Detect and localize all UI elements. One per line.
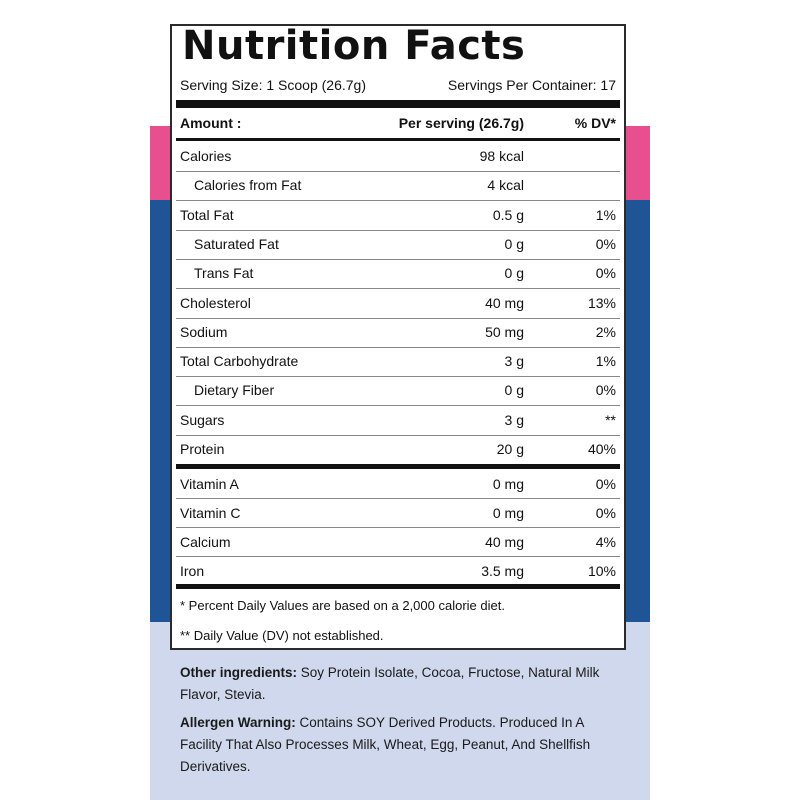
ingredients-label: Other ingredients: xyxy=(180,665,298,680)
nutrient-amount: 0.5 g xyxy=(492,206,524,223)
row-divider xyxy=(176,376,620,378)
nutrient-daily-value: 13% xyxy=(587,294,616,311)
nutrient-row: Saturated Fat 0 g 0% xyxy=(180,230,616,259)
nutrient-row: Cholesterol 40 mg 13% xyxy=(180,289,616,318)
nutrient-label: Cholesterol xyxy=(180,294,251,311)
light-blue-info-band xyxy=(150,622,650,800)
row-divider xyxy=(176,229,620,231)
nutrient-label: Sodium xyxy=(180,323,228,340)
nutrient-row: Total Fat 0.5 g 1% xyxy=(180,201,616,230)
nutrient-daily-value: 2% xyxy=(595,323,616,340)
nutrient-label: Vitamin A xyxy=(180,476,239,492)
nutrient-amount: 0 g xyxy=(504,235,524,252)
row-divider xyxy=(176,346,620,348)
row-divider xyxy=(176,556,620,557)
row-divider xyxy=(176,405,620,407)
dv-header: % DV* xyxy=(574,115,616,131)
nutrient-daily-value: 0% xyxy=(595,505,616,521)
nutrient-label: Total Carbohydrate xyxy=(180,353,299,370)
row-divider xyxy=(176,288,620,290)
footnote-dv-not-established: ** Daily Value (DV) not established. xyxy=(180,628,384,643)
nutrient-label: Total Fat xyxy=(180,206,234,223)
nutrient-amount: 40 mg xyxy=(485,534,524,550)
allergen-warning: Allergen Warning: Contains SOY Derived P… xyxy=(180,712,610,778)
nutrient-row: Vitamin C 0 mg 0% xyxy=(180,499,616,528)
nutrient-amount: 3.5 mg xyxy=(481,563,524,579)
nutrient-label: Vitamin C xyxy=(180,505,241,521)
vitamin-divider xyxy=(176,464,620,469)
other-ingredients: Other ingredients: Soy Protein Isolate, … xyxy=(180,662,610,706)
nutrient-amount: 50 mg xyxy=(485,323,524,340)
nutrition-facts-panel: Nutrition Facts Serving Size: 1 Scoop (2… xyxy=(170,23,626,650)
row-divider xyxy=(176,200,620,202)
nutrient-label: Sugars xyxy=(180,411,225,428)
label-title: Nutrition Facts xyxy=(182,23,526,69)
nutrient-label: Calcium xyxy=(180,534,231,550)
nutrient-daily-value: 4% xyxy=(595,534,616,550)
nutrient-label: Iron xyxy=(180,563,205,579)
nutrient-label: Calories from Fat xyxy=(194,177,302,194)
nutrient-daily-value: 0% xyxy=(595,265,616,282)
row-divider xyxy=(176,434,620,436)
nutrient-daily-value: 0% xyxy=(595,235,616,252)
nutrient-amount: 98 kcal xyxy=(479,148,524,164)
nutrient-amount: 4 kcal xyxy=(487,177,524,194)
nutrient-row: Trans Fat 0 g 0% xyxy=(180,259,616,288)
nutrient-row: Vitamin A 0 mg 0% xyxy=(180,470,616,499)
nutrient-amount: 0 mg xyxy=(492,476,524,492)
nutrient-daily-value: 40% xyxy=(587,441,616,457)
row-divider xyxy=(176,258,620,260)
thick-divider xyxy=(176,100,620,108)
ingredients-text: Soy Protein Isolate, Cocoa, Fructose, Na… xyxy=(180,665,600,702)
nutrient-row: Iron 3.5 mg 10% xyxy=(180,557,616,586)
servings-per-container: Servings Per Container: 17 xyxy=(447,77,616,93)
footnote-daily-values: * Percent Daily Values are based on a 2,… xyxy=(180,598,505,613)
nutrient-row: Total Carbohydrate 3 g 1% xyxy=(180,347,616,376)
nutrient-amount: 20 g xyxy=(496,441,524,457)
nutrient-row: Sodium 50 mg 2% xyxy=(180,318,616,347)
row-divider xyxy=(176,527,620,528)
nutrient-amount: 0 mg xyxy=(492,505,524,521)
nutrient-daily-value: 1% xyxy=(595,353,616,370)
nutrient-row: Sugars 3 g ** xyxy=(180,406,616,435)
nutrient-label: Dietary Fiber xyxy=(194,382,275,399)
row-divider xyxy=(176,171,620,172)
nutrient-row: Calories 98 kcal xyxy=(180,142,616,171)
nutrient-label: Trans Fat xyxy=(194,265,254,282)
nutrient-daily-value: 0% xyxy=(595,476,616,492)
nutrient-row: Calories from Fat 4 kcal xyxy=(180,171,616,200)
nutrient-daily-value: 10% xyxy=(587,563,616,579)
nutrient-daily-value: 1% xyxy=(595,206,616,223)
serving-size: Serving Size: 1 Scoop (26.7g) xyxy=(180,77,366,93)
header-divider xyxy=(176,138,620,141)
nutrient-row: Calcium 40 mg 4% xyxy=(180,528,616,557)
nutrient-label: Saturated Fat xyxy=(194,235,279,252)
nutrient-daily-value: ** xyxy=(605,411,616,428)
allergen-text: Contains SOY Derived Products. Produced … xyxy=(180,715,591,774)
header-row: Amount : Per serving (26.7g) % DV* xyxy=(180,109,616,138)
nutrient-row: Protein 20 g 40% xyxy=(180,435,616,464)
allergen-label: Allergen Warning: xyxy=(180,715,296,730)
amount-header: Amount : xyxy=(180,115,242,131)
nutrient-label: Calories xyxy=(180,148,232,164)
nutrient-daily-value: 0% xyxy=(595,382,616,399)
nutrient-amount: 3 g xyxy=(504,411,524,428)
nutrient-label: Protein xyxy=(180,441,225,457)
nutrient-amount: 40 mg xyxy=(485,294,524,311)
nutrient-amount: 3 g xyxy=(504,353,524,370)
per-serving-header: Per serving (26.7g) xyxy=(398,115,524,131)
nutrient-amount: 0 g xyxy=(504,265,524,282)
nutrient-amount: 0 g xyxy=(504,382,524,399)
nutrient-row: Dietary Fiber 0 g 0% xyxy=(180,376,616,405)
row-divider xyxy=(176,498,620,499)
footnote-divider xyxy=(176,584,620,589)
row-divider xyxy=(176,317,620,319)
